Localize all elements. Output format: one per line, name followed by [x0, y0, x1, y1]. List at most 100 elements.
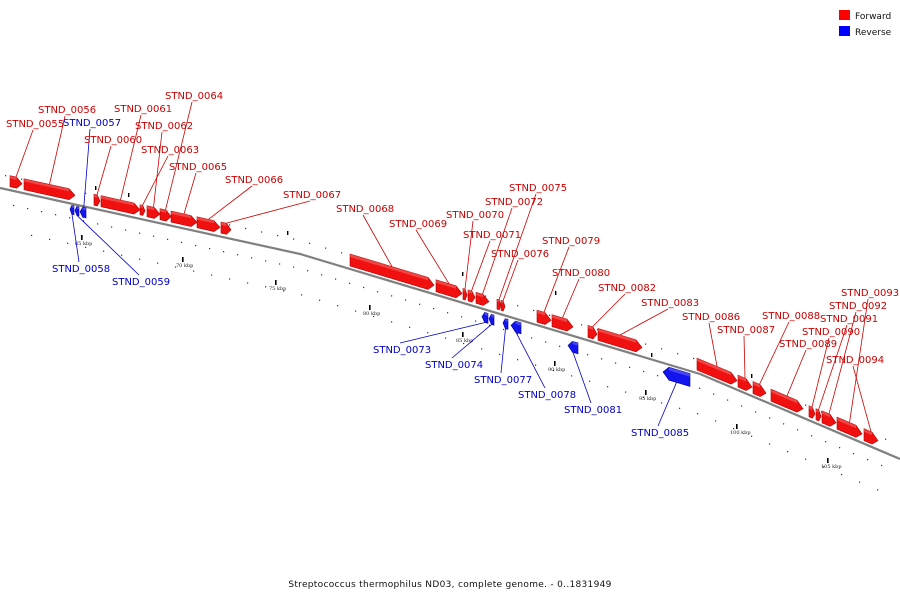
track-tick — [128, 193, 130, 197]
gene-label: STND_0085 — [631, 428, 689, 439]
track-dot — [139, 232, 141, 234]
track-dot — [307, 270, 309, 272]
gene-label: STND_0072 — [485, 197, 543, 208]
track-dot — [27, 207, 29, 210]
gene-arrow-shine — [463, 288, 466, 292]
gene-arrow-shine — [476, 292, 484, 298]
track-dot — [139, 258, 141, 260]
leader-line — [849, 298, 869, 423]
track-dot — [67, 242, 69, 244]
track-dot — [489, 324, 491, 326]
track-dot — [571, 375, 573, 377]
gene-arrow-stnd-0055 — [9, 175, 23, 189]
track-dot — [279, 263, 281, 265]
track-dot — [481, 348, 483, 350]
track-dot — [821, 411, 823, 413]
gene-arrow-stnd-0060 — [93, 193, 101, 207]
gene-arrow-shine — [501, 300, 504, 304]
track-dot — [293, 266, 295, 268]
leader-line — [415, 229, 450, 284]
track-dot — [325, 247, 327, 249]
track-dot — [867, 458, 869, 461]
gene-arrow-shine — [171, 211, 191, 219]
track-dot — [643, 396, 645, 399]
gene-arrow-shine — [101, 195, 134, 206]
gene-arrow-stnd-0072 — [475, 291, 490, 306]
track-dot — [581, 324, 583, 326]
gene-arrow-shine — [816, 408, 819, 413]
gene-arrow-shine — [572, 341, 578, 346]
track-dot — [445, 337, 447, 339]
gene-label: STND_0091 — [820, 314, 878, 325]
track-dot — [341, 252, 343, 254]
track-dot — [363, 286, 365, 289]
tick-label: 70 kbp — [176, 263, 193, 269]
gene-arrow-shine — [809, 405, 813, 410]
gene-arrow-shine — [505, 318, 508, 322]
gene-label: STND_0055 — [6, 119, 64, 130]
track-dot — [751, 435, 753, 437]
gene-arrow-shine — [669, 367, 690, 377]
track-dot — [111, 226, 113, 228]
gene-labels: STND_0055STND_0056STND_0057STND_0058STND… — [6, 91, 899, 439]
tick-mark — [275, 280, 277, 285]
track-dot — [83, 220, 85, 222]
gene-arrow-stnd-0071 — [467, 289, 476, 303]
tick-mark — [736, 424, 738, 429]
gene-label: STND_0081 — [564, 405, 622, 416]
track-dot — [797, 429, 799, 431]
gene-arrow-shine — [837, 417, 856, 429]
backbone-dots — [5, 175, 887, 491]
track-dot — [533, 309, 535, 312]
track-dot — [517, 333, 519, 335]
track-dot — [531, 337, 533, 339]
gene-arrow-stnd-0086 — [696, 357, 738, 385]
track-dot — [485, 295, 487, 297]
track-dot — [181, 241, 183, 244]
gene-label: STND_0087 — [717, 325, 775, 336]
track-dot — [355, 310, 357, 312]
gene-arrow-stnd-0089 — [770, 388, 804, 413]
leader-line — [76, 215, 140, 276]
leader-line — [619, 308, 669, 336]
gene-label: STND_0080 — [552, 268, 610, 279]
gene-arrow-shine — [147, 205, 155, 211]
gene-arrow-shine — [822, 410, 830, 418]
gene-arrow-shine — [497, 299, 500, 303]
track-dot — [85, 192, 87, 194]
gene-label: STND_0079 — [542, 236, 600, 247]
gene-label: STND_0082 — [598, 283, 656, 294]
track-dot — [49, 238, 51, 240]
leader-line — [498, 193, 537, 300]
tick-mark — [645, 390, 647, 395]
leader-line — [153, 131, 163, 208]
gene-label: STND_0083 — [641, 298, 699, 309]
gene-label: STND_0065 — [169, 162, 227, 173]
gene-arrow-shine — [71, 205, 74, 208]
track-dot — [715, 420, 717, 422]
track-dot — [265, 260, 267, 262]
tick-label: 65 kbp — [75, 241, 92, 247]
track-dot — [499, 353, 501, 355]
legend-reverse-label: Reverse — [855, 28, 892, 38]
track-dot — [419, 303, 421, 305]
gene-label: STND_0064 — [165, 91, 223, 102]
gene-label: STND_0073 — [373, 345, 431, 356]
gene-arrow-stnd-0080 — [551, 314, 574, 332]
track-dot — [193, 270, 195, 272]
track-dot — [391, 321, 393, 323]
track-dot — [349, 282, 351, 284]
track-dot — [823, 466, 825, 468]
gene-arrow-shine — [468, 289, 472, 294]
leader-line — [399, 322, 486, 344]
leader-line — [562, 278, 580, 318]
track-tick — [751, 374, 753, 378]
leader-line — [96, 145, 112, 195]
gene-arrow-shine — [598, 328, 636, 343]
gene-arrow-shine — [76, 206, 79, 210]
track-dot — [247, 282, 249, 284]
gene-label: STND_0074 — [425, 360, 483, 371]
leader-line — [71, 214, 80, 263]
leader-line — [502, 259, 519, 302]
track-dot — [885, 438, 887, 440]
